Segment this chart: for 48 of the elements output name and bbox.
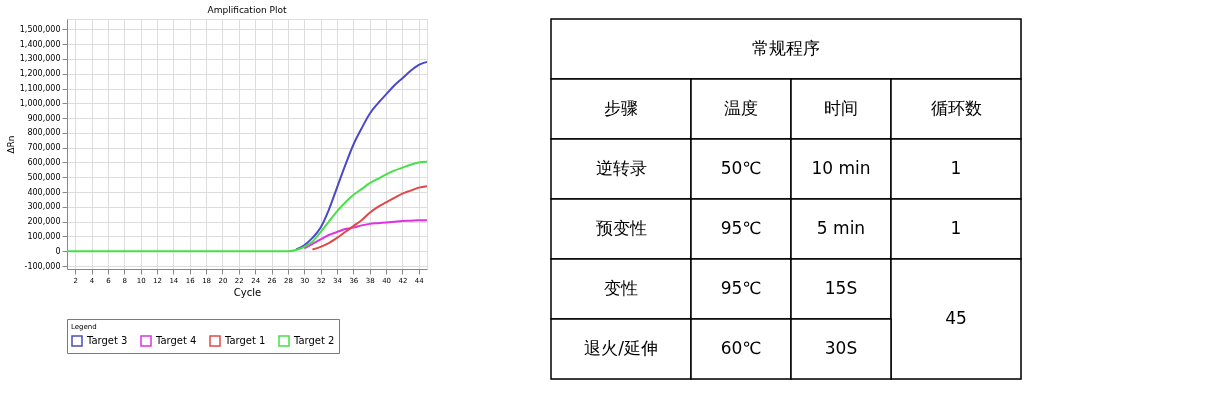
text: 常规程序	[752, 38, 820, 58]
text: 步骤	[604, 98, 638, 118]
text: 循环数	[930, 98, 982, 118]
text: 逆转录	[595, 158, 647, 178]
line-series	[295, 60, 428, 251]
y-tick-label: 500,000	[27, 172, 61, 182]
y-tick-label: 1,100,000	[19, 84, 61, 94]
text: 1	[950, 158, 962, 178]
text: 60℃	[720, 338, 762, 358]
text: 45	[945, 308, 967, 328]
text: 95℃	[720, 278, 762, 298]
text: 变性	[604, 278, 638, 298]
y-tick-label: 1,000,000	[19, 98, 61, 108]
text: 时间	[824, 98, 858, 118]
y-tick-label: 1,400,000	[19, 39, 61, 49]
text: 50℃	[720, 158, 762, 178]
y-tick-label: 1,300,000	[19, 54, 61, 64]
y-tick-label: 300,000	[27, 202, 61, 212]
y-tick-label: 900,000	[27, 113, 61, 123]
text: 15S	[824, 278, 858, 298]
text: 1	[950, 218, 962, 238]
legend-label: Target 1	[224, 335, 266, 346]
y-tick-label: 0	[55, 246, 61, 256]
text: 95℃	[720, 218, 762, 238]
legend-label: Target 2	[293, 335, 335, 346]
chart-title: Amplification Plot	[207, 5, 287, 15]
text: 30S	[824, 338, 858, 358]
text: 5 min	[816, 218, 866, 238]
line-series	[66, 160, 428, 253]
line-series	[303, 219, 428, 250]
line-series	[311, 185, 428, 251]
y-tick-label: 200,000	[27, 217, 61, 227]
text: 预变性	[595, 218, 647, 238]
y-tick-label: 800,000	[27, 128, 61, 138]
y-tick-label: 1,500,000	[19, 24, 61, 34]
y-tick-label: -100,000	[24, 261, 61, 271]
text: 10 min	[811, 158, 871, 178]
x-axis-title: Cycle	[233, 286, 262, 298]
y-tick-label: 1,200,000	[19, 69, 61, 79]
legend-label: Target 4	[155, 335, 197, 346]
text: 温度	[724, 98, 758, 118]
y-axis-title: ΔRn	[5, 135, 16, 154]
y-tick-label: 100,000	[27, 231, 61, 241]
y-tick-label: 700,000	[27, 143, 61, 153]
y-tick-label: 400,000	[27, 187, 61, 197]
legend-label: Target 3	[86, 335, 128, 346]
y-tick-label: 600,000	[27, 157, 61, 167]
text: 退火/延伸	[584, 338, 658, 358]
